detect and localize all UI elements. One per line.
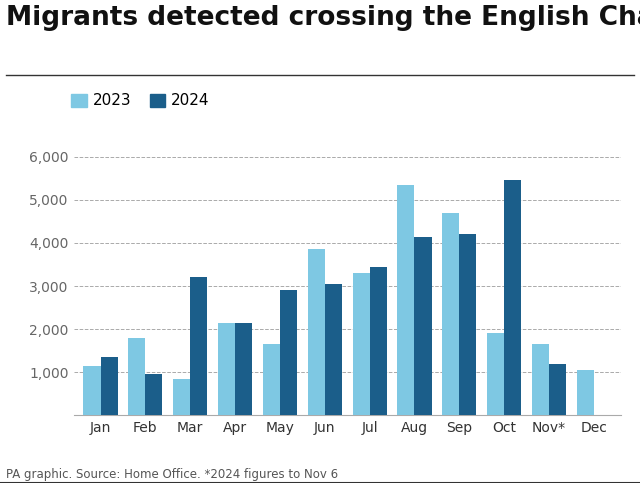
Bar (370, 267, 387, 415)
Bar (83, 366, 100, 415)
Bar (263, 344, 280, 415)
Bar (532, 344, 549, 415)
Bar (280, 290, 297, 415)
Bar (145, 374, 163, 415)
Bar (100, 357, 118, 415)
Bar (549, 364, 566, 415)
Bar (324, 284, 342, 415)
Bar (128, 338, 145, 415)
Bar (235, 323, 252, 415)
Text: PA graphic. Source: Home Office. *2024 figures to Nov 6: PA graphic. Source: Home Office. *2024 f… (6, 468, 339, 481)
Bar (397, 185, 415, 415)
Bar (353, 273, 370, 415)
Bar (460, 234, 476, 415)
Bar (504, 181, 521, 415)
Bar (218, 323, 235, 415)
Legend: 2023, 2024: 2023, 2024 (65, 87, 216, 114)
Bar (308, 249, 324, 415)
Bar (442, 213, 460, 415)
Text: Migrants detected crossing the English Channel: Migrants detected crossing the English C… (6, 5, 640, 31)
Bar (487, 333, 504, 415)
Bar (415, 237, 431, 415)
Bar (577, 370, 594, 415)
Bar (173, 379, 190, 415)
Bar (190, 277, 207, 415)
